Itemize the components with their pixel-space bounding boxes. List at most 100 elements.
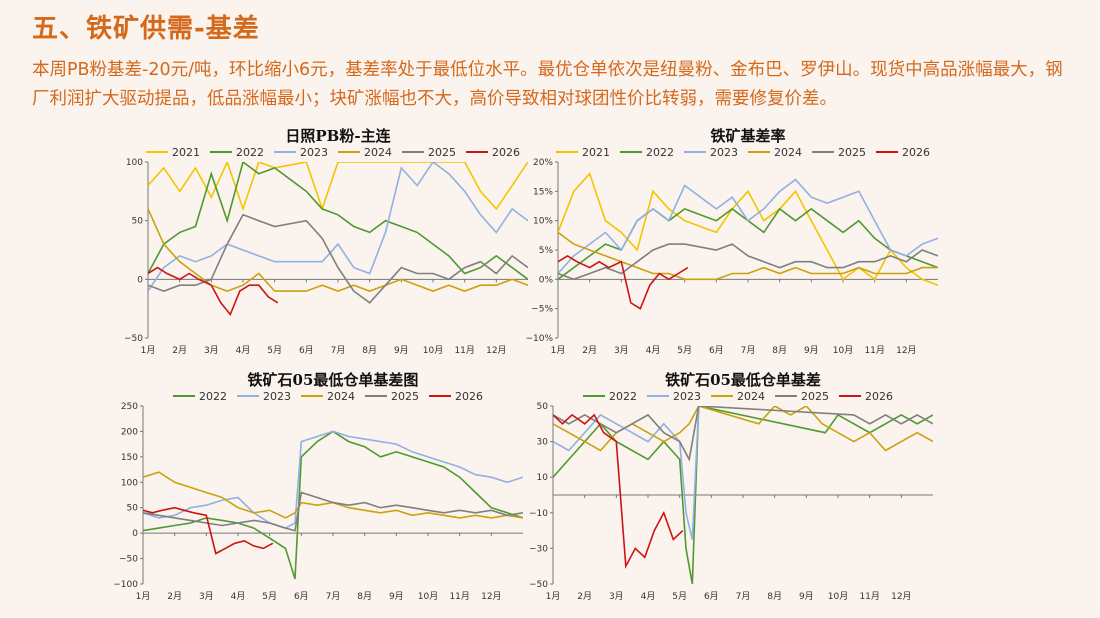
x-tick-label: 1月 bbox=[141, 345, 156, 356]
y-tick-label: −10% bbox=[525, 334, 553, 344]
series-line-2025 bbox=[558, 243, 938, 281]
chart-title: 铁矿基差率 bbox=[710, 127, 785, 145]
y-tick-label: 100 bbox=[126, 158, 143, 168]
x-tick-label: 10月 bbox=[828, 591, 848, 602]
x-tick-label: 7月 bbox=[736, 591, 751, 602]
x-tick-label: 12月 bbox=[896, 345, 916, 356]
y-tick-label: 250 bbox=[121, 402, 138, 412]
y-tick-label: −50 bbox=[529, 580, 548, 590]
chart-svg: 铁矿石05最低仓单基差图 2022 2023 2024 2025 2026 −100 −50 0… bbox=[113, 371, 523, 602]
x-tick-label: 9月 bbox=[804, 345, 819, 356]
x-tick-label: 6月 bbox=[299, 345, 314, 356]
x-tick-label: 7月 bbox=[326, 591, 341, 602]
y-tick-label: 100 bbox=[121, 478, 138, 488]
series-line-2022 bbox=[558, 207, 938, 280]
legend-label: 2025 bbox=[801, 390, 829, 403]
chart-warrant-basis-zoom: 铁矿石05最低仓单基差 2022 2023 2024 2025 2026 −50 −30 −10… bbox=[525, 371, 945, 604]
x-tick-label: 2月 bbox=[167, 591, 182, 602]
y-tick-label: 5% bbox=[539, 246, 554, 256]
y-tick-label: 10% bbox=[533, 217, 553, 227]
y-tick-label: 150 bbox=[121, 453, 138, 463]
y-tick-label: 20% bbox=[533, 158, 553, 168]
series-line-2025 bbox=[148, 213, 528, 304]
chart-title: 日照PB粉-主连 bbox=[285, 127, 391, 145]
x-tick-label: 9月 bbox=[799, 591, 814, 602]
series-line-2026 bbox=[558, 254, 689, 310]
chart-warrant-basis: 铁矿石05最低仓单基差图 2022 2023 2024 2025 2026 −100 −50 0… bbox=[113, 371, 535, 604]
x-tick-label: 3月 bbox=[204, 345, 219, 356]
x-tick-label: 4月 bbox=[641, 591, 656, 602]
y-tick-label: −100 bbox=[113, 580, 138, 590]
y-tick-label: 50 bbox=[132, 217, 144, 227]
y-tick-label: 200 bbox=[121, 427, 138, 437]
x-tick-label: 6月 bbox=[704, 591, 719, 602]
x-tick-label: 4月 bbox=[231, 591, 246, 602]
y-tick-label: −50 bbox=[119, 555, 138, 565]
x-tick-label: 3月 bbox=[199, 591, 214, 602]
series-line-2022 bbox=[143, 430, 523, 580]
x-tick-label: 11月 bbox=[859, 591, 879, 602]
series-line-2026 bbox=[148, 266, 279, 317]
legend-label: 2026 bbox=[902, 146, 930, 159]
x-tick-label: 5月 bbox=[672, 591, 687, 602]
legend-label: 2026 bbox=[865, 390, 893, 403]
legend: 2021 2022 2023 2024 2025 2026 bbox=[146, 146, 520, 159]
legend-label: 2023 bbox=[710, 146, 738, 159]
series-line-2023 bbox=[148, 162, 528, 292]
x-tick-label: 9月 bbox=[394, 345, 409, 356]
series-line-2023 bbox=[558, 178, 938, 275]
x-tick-label: 8月 bbox=[767, 591, 782, 602]
x-tick-label: 8月 bbox=[362, 345, 377, 356]
x-tick-label: 12月 bbox=[891, 591, 911, 602]
y-tick-label: 10 bbox=[537, 473, 549, 483]
y-tick-label: 0% bbox=[539, 275, 554, 285]
series-line-2022 bbox=[148, 162, 528, 280]
x-tick-label: 10月 bbox=[418, 591, 438, 602]
legend-label: 2022 bbox=[646, 146, 674, 159]
x-tick-label: 7月 bbox=[741, 345, 756, 356]
x-tick-label: 11月 bbox=[449, 591, 469, 602]
x-tick-label: 5月 bbox=[262, 591, 277, 602]
legend-label: 2022 bbox=[199, 390, 227, 403]
x-tick-label: 2月 bbox=[582, 345, 597, 356]
y-tick-label: 30 bbox=[537, 438, 549, 448]
legend-label: 2023 bbox=[263, 390, 291, 403]
y-tick-label: −30 bbox=[529, 544, 548, 554]
chart-title: 铁矿石05最低仓单基差 bbox=[665, 371, 821, 389]
x-tick-label: 4月 bbox=[236, 345, 251, 356]
series-line-2022 bbox=[553, 406, 933, 584]
x-tick-label: 4月 bbox=[646, 345, 661, 356]
legend-label: 2025 bbox=[391, 390, 419, 403]
summary-text: 本周PB粉基差-20元/吨，环比缩小6元，基差率处于最低位水平。最优仓单依次是纽… bbox=[32, 60, 1063, 109]
y-tick-label: −5% bbox=[531, 305, 553, 315]
legend-label: 2024 bbox=[327, 390, 355, 403]
legend-label: 2024 bbox=[737, 390, 765, 403]
legend-label: 2022 bbox=[609, 390, 637, 403]
chart-svg: 铁矿石05最低仓单基差 2022 2023 2024 2025 2026 −50 −30 −10… bbox=[529, 371, 933, 602]
x-tick-label: 11月 bbox=[864, 345, 884, 356]
x-tick-label: 12月 bbox=[481, 591, 501, 602]
series-line-2023 bbox=[553, 406, 700, 540]
x-tick-label: 1月 bbox=[551, 345, 566, 356]
x-tick-label: 10月 bbox=[833, 345, 853, 356]
y-tick-label: 0 bbox=[137, 275, 143, 285]
x-tick-label: 3月 bbox=[614, 345, 629, 356]
chart-basis-rate: 铁矿基差率 2021 2022 2023 2024 2025 2026 −10% −5% 0% 5%… bbox=[525, 127, 950, 358]
x-tick-label: 6月 bbox=[709, 345, 724, 356]
chart-svg: 日照PB粉-主连 2021 2022 2023 2024 2025 2026 −50 0 50 10… bbox=[124, 127, 528, 356]
series-line-2024 bbox=[558, 231, 938, 281]
x-tick-label: 2月 bbox=[577, 591, 592, 602]
series-line-2025 bbox=[143, 491, 523, 532]
x-tick-label: 12月 bbox=[486, 345, 506, 356]
chart-title: 铁矿石05最低仓单基差图 bbox=[248, 371, 419, 389]
x-tick-label: 9月 bbox=[389, 591, 404, 602]
legend-label: 2022 bbox=[236, 146, 264, 159]
slide-title: 五、铁矿供需-基差 bbox=[32, 14, 260, 44]
series-line-2021 bbox=[558, 172, 938, 286]
legend-label: 2026 bbox=[455, 390, 483, 403]
series-line-2025 bbox=[553, 406, 933, 462]
x-tick-label: 1月 bbox=[546, 591, 561, 602]
x-tick-label: 2月 bbox=[172, 345, 187, 356]
y-tick-label: −10 bbox=[529, 509, 548, 519]
y-tick-label: 50 bbox=[127, 504, 139, 514]
